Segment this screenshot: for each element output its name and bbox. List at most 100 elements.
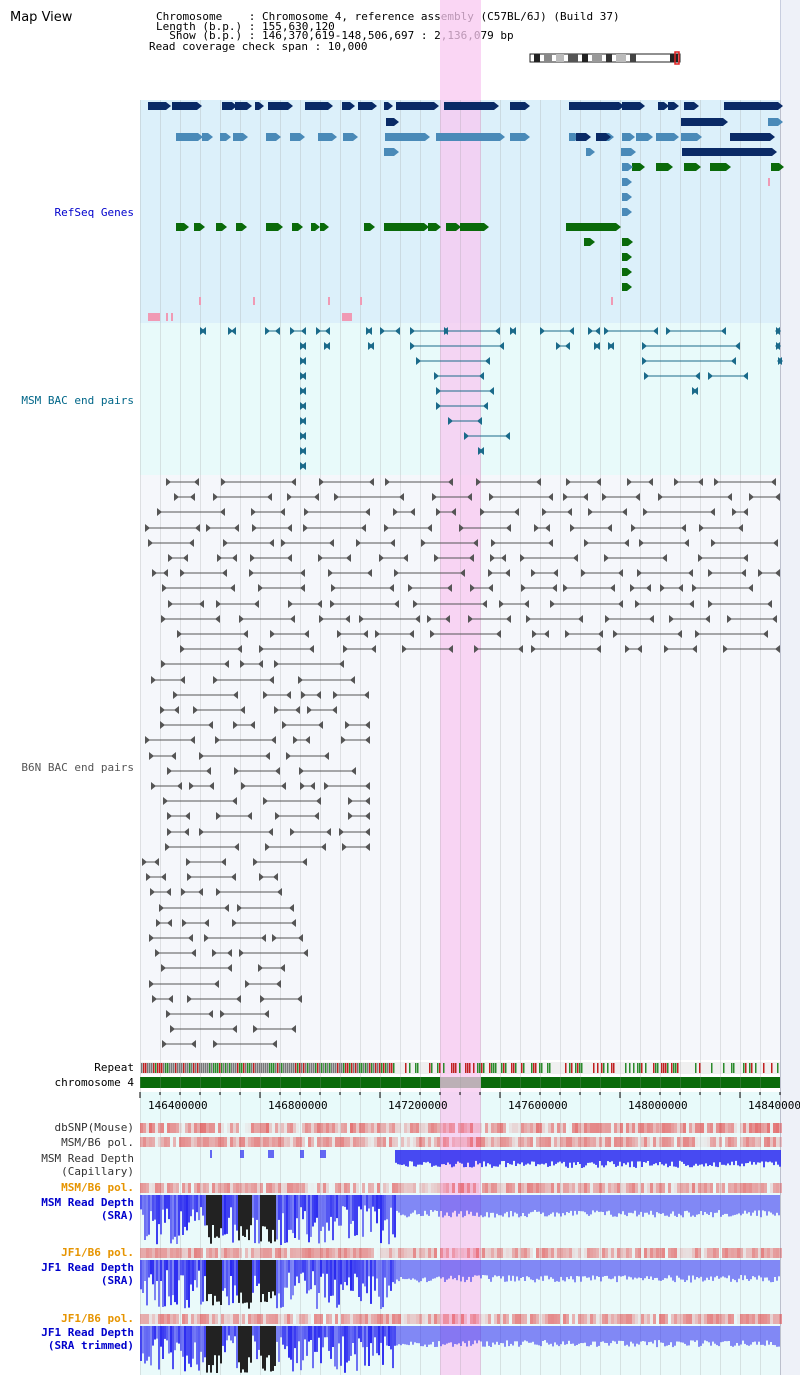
depth-bar xyxy=(602,1260,604,1277)
pol-cell xyxy=(410,1314,413,1324)
pol-cell xyxy=(689,1314,692,1324)
depth-bar xyxy=(720,1195,722,1217)
track-label-msm-depth-capillary[interactable]: MSM Read Depth xyxy=(41,1152,134,1165)
depth-bar xyxy=(534,1326,536,1345)
depth-bar xyxy=(632,1195,634,1214)
pol-cell xyxy=(662,1123,665,1133)
repeat-mark xyxy=(535,1063,537,1073)
pol-cell xyxy=(362,1248,365,1258)
track-label-repeat[interactable]: Repeat xyxy=(94,1061,134,1074)
pol-cell xyxy=(770,1183,773,1193)
track-label-b6n-bac[interactable]: B6N BAC end pairs xyxy=(21,761,134,774)
pol-cell xyxy=(383,1314,386,1324)
repeat-mark xyxy=(763,1063,765,1073)
bac-end xyxy=(265,327,270,335)
pol-cell xyxy=(248,1248,251,1258)
track-label-dbsnp[interactable]: dbSNP(Mouse) xyxy=(54,1121,134,1134)
pol-cell xyxy=(662,1183,665,1193)
pol-cell xyxy=(602,1137,605,1147)
depth-bar xyxy=(492,1260,494,1278)
depth-bar xyxy=(424,1260,426,1278)
bac-end xyxy=(267,493,272,501)
depth-bar xyxy=(582,1326,584,1344)
gene-block xyxy=(318,133,332,141)
pol-cell xyxy=(770,1314,773,1324)
depth-bar xyxy=(712,1195,714,1218)
depth-bar xyxy=(704,1260,706,1281)
pol-cell xyxy=(662,1248,665,1258)
pol-cell xyxy=(356,1248,359,1258)
gene-block xyxy=(266,223,278,231)
pol-cell xyxy=(539,1123,542,1133)
depth-bar xyxy=(731,1150,733,1162)
bac-end xyxy=(314,493,319,501)
depth-bar xyxy=(523,1150,525,1166)
pol-cell xyxy=(773,1314,776,1324)
depth-bar xyxy=(455,1150,457,1164)
pol-cell xyxy=(659,1123,662,1133)
pol-cell xyxy=(767,1123,770,1133)
depth-bar xyxy=(298,1326,300,1342)
pol-cell xyxy=(401,1248,404,1258)
pol-cell xyxy=(590,1183,593,1193)
track-label-refseq[interactable]: RefSeq Genes xyxy=(54,206,134,219)
depth-bar xyxy=(192,1326,194,1359)
track-label-msm-depth-sra[interactable]: MSM Read Depth xyxy=(41,1196,134,1209)
pol-cell xyxy=(149,1183,152,1193)
depth-bar xyxy=(390,1195,392,1208)
gene-arrow xyxy=(525,133,530,141)
depth-bar xyxy=(584,1195,586,1213)
pol-cell xyxy=(416,1248,419,1258)
bac-end xyxy=(260,995,265,1003)
repeat-mark xyxy=(429,1063,431,1073)
depth-bar xyxy=(372,1195,374,1207)
pol-cell xyxy=(512,1314,515,1324)
depth-bar xyxy=(546,1326,548,1343)
bac-end xyxy=(187,995,192,1003)
pol-cell xyxy=(707,1137,710,1147)
pol-cell xyxy=(464,1137,467,1147)
depth-bar xyxy=(633,1150,635,1167)
track-label-msm-b6-pol[interactable]: MSM/B6 pol. xyxy=(61,1136,134,1149)
track-label-jf1-b6-pol-2[interactable]: JF1/B6 pol. xyxy=(61,1312,134,1325)
track-label-msm-bac[interactable]: MSM BAC end pairs xyxy=(21,394,134,407)
pol-cell xyxy=(599,1248,602,1258)
depth-bar xyxy=(502,1195,504,1217)
pol-cell xyxy=(278,1314,281,1324)
pol-cell xyxy=(158,1123,161,1133)
bac-end xyxy=(662,554,667,562)
gene-block xyxy=(444,102,494,110)
depth-bar xyxy=(268,1326,270,1356)
track-label-jf1-depth-trimmed[interactable]: JF1 Read Depth xyxy=(41,1326,134,1339)
pol-cell xyxy=(359,1314,362,1324)
depth-bar xyxy=(666,1195,668,1216)
track-label-msm-b6-pol-2[interactable]: MSM/B6 pol. xyxy=(61,1181,134,1194)
depth-bar xyxy=(280,1195,282,1245)
chromosome-ideogram[interactable] xyxy=(529,51,684,65)
pol-cell xyxy=(614,1314,617,1324)
depth-bar xyxy=(494,1195,496,1218)
track-label-chromosome[interactable]: chromosome 4 xyxy=(54,1076,134,1089)
depth-bar xyxy=(631,1150,633,1162)
bac-end xyxy=(287,493,292,501)
pol-cell xyxy=(452,1137,455,1147)
pol-cell xyxy=(437,1137,440,1147)
repeat-mark xyxy=(243,1063,245,1073)
gene-block xyxy=(384,223,424,231)
bac-end xyxy=(310,782,315,790)
bac-end xyxy=(212,949,217,957)
track-label-jf1-b6-pol[interactable]: JF1/B6 pol. xyxy=(61,1246,134,1259)
depth-bar xyxy=(581,1150,583,1168)
bac-end xyxy=(301,327,306,335)
pol-cell xyxy=(347,1248,350,1258)
depth-bar xyxy=(466,1195,468,1211)
depth-bar xyxy=(224,1195,226,1235)
repeat-mark xyxy=(255,1063,257,1073)
depth-bar xyxy=(372,1326,374,1356)
depth-bar xyxy=(681,1150,683,1162)
depth-bar xyxy=(212,1326,214,1366)
grid-line xyxy=(280,100,281,1375)
depth-bar xyxy=(761,1150,763,1162)
track-label-jf1-depth-sra[interactable]: JF1 Read Depth xyxy=(41,1261,134,1274)
